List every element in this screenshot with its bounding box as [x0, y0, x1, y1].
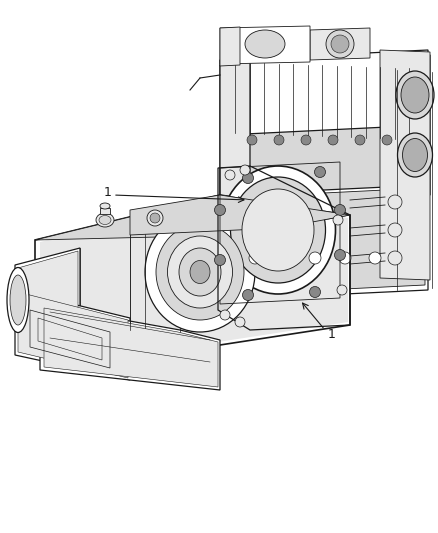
Ellipse shape: [245, 30, 285, 58]
Circle shape: [310, 287, 321, 297]
Circle shape: [314, 166, 325, 177]
Ellipse shape: [398, 133, 432, 177]
Circle shape: [309, 252, 321, 264]
Polygon shape: [310, 28, 370, 60]
Circle shape: [388, 195, 402, 209]
Polygon shape: [100, 208, 110, 214]
Polygon shape: [18, 292, 128, 378]
Polygon shape: [220, 185, 428, 300]
Ellipse shape: [156, 224, 244, 320]
Circle shape: [279, 252, 291, 264]
Circle shape: [243, 173, 254, 183]
Circle shape: [369, 252, 381, 264]
Circle shape: [215, 205, 226, 215]
Circle shape: [328, 135, 338, 145]
Ellipse shape: [396, 71, 434, 119]
Circle shape: [326, 30, 354, 58]
Polygon shape: [15, 248, 80, 325]
Ellipse shape: [403, 139, 427, 172]
Polygon shape: [18, 251, 78, 322]
Circle shape: [150, 213, 160, 223]
Polygon shape: [130, 195, 350, 235]
Ellipse shape: [10, 275, 26, 325]
Polygon shape: [225, 50, 428, 135]
Circle shape: [235, 317, 245, 327]
Circle shape: [337, 285, 347, 295]
Ellipse shape: [167, 236, 233, 308]
Polygon shape: [223, 188, 425, 295]
Polygon shape: [15, 290, 130, 380]
Polygon shape: [44, 308, 218, 387]
Text: 1: 1: [104, 187, 112, 199]
Polygon shape: [35, 195, 350, 240]
Circle shape: [240, 165, 250, 175]
Ellipse shape: [190, 261, 210, 284]
Circle shape: [333, 215, 343, 225]
Ellipse shape: [100, 203, 110, 209]
Circle shape: [355, 135, 365, 145]
Circle shape: [335, 205, 346, 215]
Circle shape: [215, 254, 226, 265]
Ellipse shape: [7, 268, 29, 333]
Circle shape: [301, 135, 311, 145]
Circle shape: [247, 135, 257, 145]
Polygon shape: [35, 195, 350, 345]
Ellipse shape: [179, 248, 221, 296]
Polygon shape: [40, 198, 348, 342]
Circle shape: [147, 210, 163, 226]
Circle shape: [382, 135, 392, 145]
Text: 1: 1: [328, 327, 336, 341]
Circle shape: [274, 135, 284, 145]
Polygon shape: [380, 50, 430, 280]
Ellipse shape: [242, 189, 314, 271]
Ellipse shape: [230, 177, 325, 283]
Circle shape: [243, 289, 254, 301]
Circle shape: [249, 252, 261, 264]
Circle shape: [388, 223, 402, 237]
Polygon shape: [220, 55, 430, 205]
Polygon shape: [40, 305, 220, 390]
Circle shape: [339, 252, 351, 264]
Polygon shape: [220, 26, 310, 64]
Circle shape: [335, 249, 346, 261]
Ellipse shape: [401, 77, 429, 113]
Ellipse shape: [145, 212, 255, 332]
Polygon shape: [220, 27, 240, 66]
Circle shape: [225, 170, 235, 180]
Ellipse shape: [99, 215, 111, 224]
Circle shape: [220, 310, 230, 320]
Circle shape: [331, 35, 349, 53]
Ellipse shape: [96, 213, 114, 227]
Polygon shape: [220, 58, 250, 212]
Ellipse shape: [220, 166, 336, 294]
Circle shape: [388, 251, 402, 265]
